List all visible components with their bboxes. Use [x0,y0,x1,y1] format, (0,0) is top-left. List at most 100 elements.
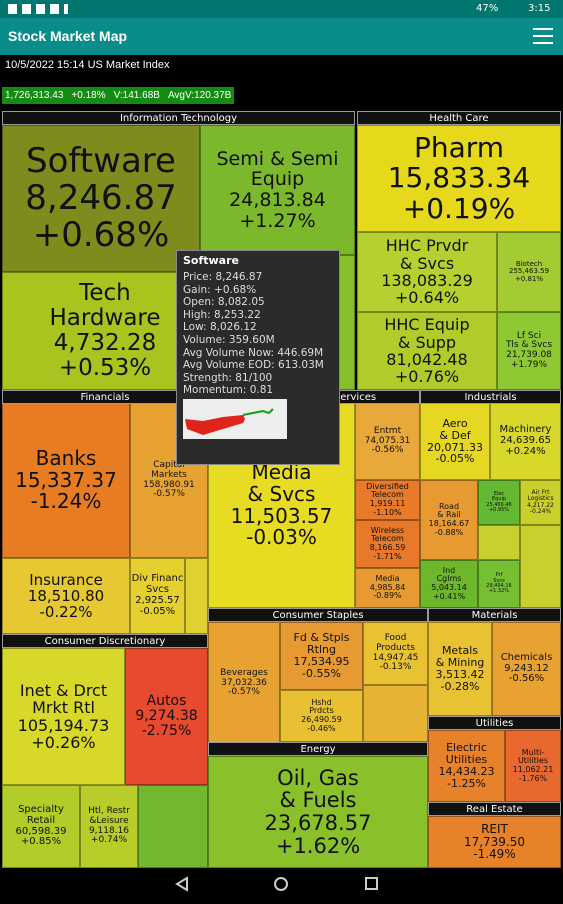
tile-label: 81,042.48 [386,350,468,369]
tile-label: +0.53% [58,354,152,381]
tile-label: REIT [481,821,508,836]
tile: Air Frt Logistics 4,217.22 -0.24% [520,480,561,525]
tile-label: 9,118.16 [88,825,130,836]
time: 3:15 [528,3,551,14]
tile-label: 17,534.95 [293,655,350,668]
tile-label: 4,217.22 [527,501,554,509]
tile-label: 15,833.34 [387,161,531,195]
tile-label: & Rail [437,510,461,520]
tile-label: Electric [446,741,487,755]
tile-label: 14,947.45 [372,652,419,663]
tile: Semi & Semi Equip 24,813.84 +1.27% [200,125,355,255]
tile-label: 138,083.29 [381,271,473,290]
tile-label: Insurance [29,570,103,589]
tile-label: -0.05% [139,605,176,617]
tile-label: Specialty [18,803,64,815]
index-value: AvgV:120.37B [167,90,232,101]
tile: Beverages 37,032.36 -0.57% [208,622,280,745]
sector-header: Industrials [420,390,561,404]
tile-label: Telecom [371,534,404,544]
tile-label: Tls & Svcs [505,340,553,351]
tile-label: & Mining [435,656,485,670]
sparkline [183,398,287,439]
tile-label: Metals [441,644,479,658]
tile: REIT 17,739.50 -1.49% [428,816,561,868]
app-title: Stock Market Map [8,28,128,44]
tile-label: Autos [146,692,187,709]
tile-label: -0.55% [302,666,341,680]
sector-header: Financials [2,390,208,404]
tile-label: 105,194.73 [17,715,110,735]
tile-label: Prf [495,572,503,579]
tile-label: +0.85% [20,836,62,848]
tile-label: -0.13% [379,662,412,673]
index-value: +0.18% [71,90,106,101]
tile: Hshd Prdcts 26,490.59 -0.46% [280,690,363,742]
tile-label: Markets [151,469,187,480]
tile-label: Aero [442,416,468,430]
tile-label: Logistics [527,495,554,503]
tooltip-line: High: 8,253.22 [183,308,261,321]
tile-label: -1.76% [518,773,548,783]
tile-label: Chemicals [500,651,553,663]
tile-label: Svcs [146,584,169,596]
tile-label: +0.26% [31,732,96,752]
menu-button[interactable] [533,27,553,45]
tile-label: -0.89% [373,591,402,601]
tile: HHC Prvdr & Svcs 138,083.29 +0.64% [357,232,497,312]
tile-label: +0.95% [488,506,510,513]
tile-label: 8,166.59 [369,543,406,552]
tile-label: Fd & Stpls [293,631,350,645]
tile-label: +1.32% [488,588,510,595]
tooltip-line: Low: 8,026.12 [183,321,257,334]
sector-header: Energy [208,742,428,756]
sector-header: Real Estate [428,802,561,816]
tile-label: Telecom [371,490,404,500]
tile-label: 24,639.65 [500,435,551,447]
tile-filler [478,525,520,560]
tile: Diversified Telecom 1,919.11 -1.10% [355,480,420,520]
tile-label: +0.19% [402,191,516,225]
tile-label: &Leisure [89,815,129,826]
tile-label: Retail [26,814,56,826]
app-bar: Stock Market Map [0,18,563,55]
tile-label: & Svcs [399,253,455,273]
tooltip-title: Software [183,254,239,267]
tile: Prf Svcs 29,494.16 +1.32% [478,560,520,608]
tile-label: Cglms [436,574,462,584]
tile-label: -0.22% [39,603,93,622]
tile: Elec Equip 25,466.46 +0.95% [478,480,520,525]
tile-label: Air Frt [531,488,550,496]
tile: Autos 9,274.38 -2.75% [125,648,208,785]
tile: Multi- Utilities 11,062.21 -1.76% [505,730,561,802]
index-bar: 1,726,313.43 +0.18% V:141.68B AvgV:120.37B [2,87,235,104]
tile-label: 11,503.57 [230,503,333,528]
tile-label: 11,062.21 [512,765,554,774]
tile-label: +0.81% [514,274,544,283]
tile: Insurance 18,510.80 -0.22% [2,558,130,634]
tile: Fd & Stpls Rtlng 17,534.95 -0.55% [280,622,363,690]
tile-label: HHC Equip [384,315,470,335]
tile: HHC Equip & Supp 81,042.48 +0.76% [357,312,497,390]
tile-label: 37,032.36 [221,677,267,688]
tile: Inet & Drct Mrkt Rtl 105,194.73 +0.26% [2,648,125,785]
tile-label: -2.75% [141,723,192,740]
tile-label: Media [375,574,400,584]
index-value: V:141.68B [113,90,160,101]
tile-label: Hshd [311,697,332,707]
tile-label: 1,919.11 [369,499,406,508]
tile-label: Biotech [515,259,543,268]
tile-label: 3,513.42 [435,668,485,681]
tile-label: 18,164.67 [428,519,470,528]
status-bar: 47% 3:15 [0,0,563,18]
tile-label: Software [26,141,176,182]
tile-label: 74,075.31 [364,435,411,446]
nav-bar [0,868,563,900]
tile-label: 8,246.87 [25,178,177,219]
tile-label: 21,739.08 [506,350,552,360]
tile-filler [520,525,561,608]
tile: Biotech 255,463.59 +0.81% [497,232,561,312]
tile: Aero & Def 20,071.33 -0.05% [420,403,490,480]
nav-buttons[interactable] [0,868,563,900]
